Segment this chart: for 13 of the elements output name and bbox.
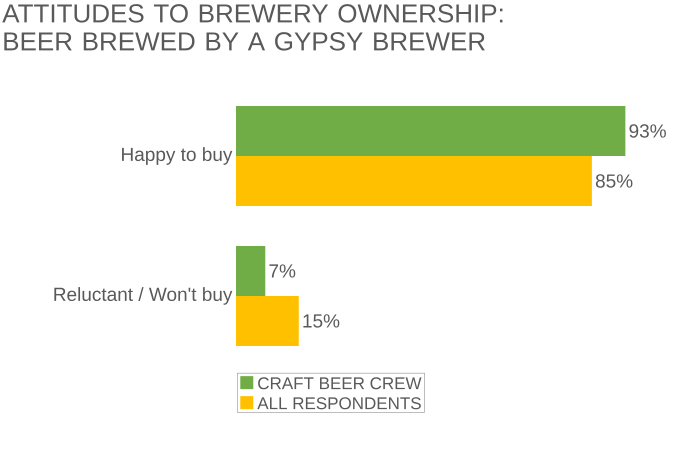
data-label: 15% [303,314,340,328]
legend-label: CRAFT BEER CREW [258,377,422,390]
bar [236,296,299,346]
data-label: 7% [269,264,296,278]
y-tick-label: Happy to buy [122,147,232,165]
legend-label: ALL RESPONDENTS [257,397,421,410]
data-label: 93% [629,124,666,138]
data-label: 85% [596,174,632,188]
bar [236,246,266,296]
chart-title: ATTITUDES TO BREWERY OWNERSHIP: BEER BREWED BY A GYPSY BREWER [2,4,502,51]
bar [236,106,626,156]
bar [236,156,592,206]
y-tick-label: Reluctant / Won't buy [54,287,232,305]
